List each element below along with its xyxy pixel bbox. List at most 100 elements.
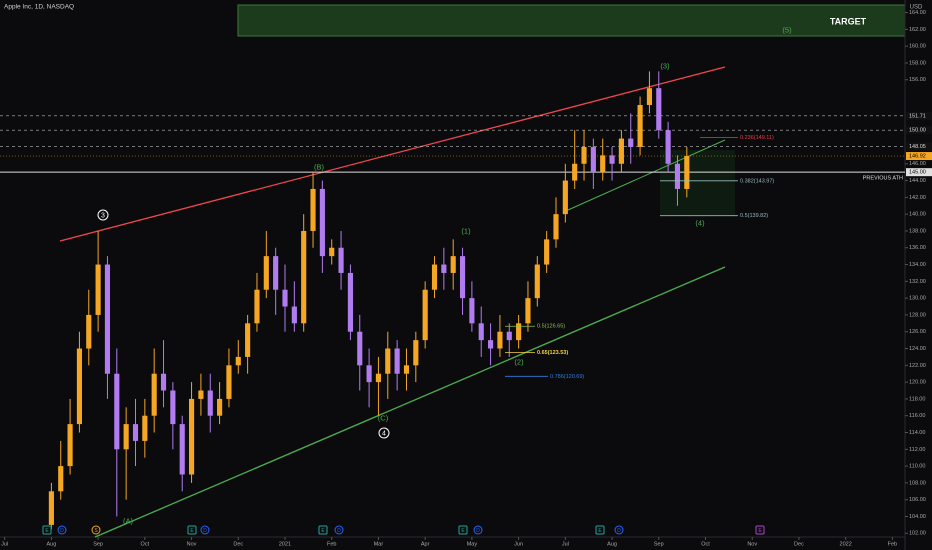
fib-label: 0.5(139.82): [740, 213, 768, 219]
x-tick-label: Sep: [93, 541, 103, 547]
y-tick-label: 134.00: [909, 262, 926, 268]
currency: USD: [910, 5, 923, 11]
candle-body: [684, 156, 690, 189]
y-tick-label: 164.00: [909, 10, 926, 16]
candle-body: [488, 340, 494, 349]
event-badge: [755, 525, 765, 535]
x-tick-label: 2021: [279, 541, 291, 547]
candle-body: [217, 398, 223, 416]
last-price-label: 146.92: [909, 153, 926, 159]
event-letter: E: [190, 528, 194, 534]
event-letter: D: [60, 528, 64, 534]
wave-label: (5): [782, 25, 792, 34]
price-tag-label: 151.71: [909, 113, 926, 119]
y-tick-label: 130.00: [909, 296, 926, 302]
support-line: [94, 266, 726, 538]
y-tick-label: 102.00: [909, 531, 926, 537]
event-badge: [318, 525, 328, 535]
event-badge: [473, 525, 483, 535]
wave-label: 4: [382, 430, 386, 437]
x-tick-label: Dec: [794, 541, 804, 547]
y-tick-label: 158.00: [909, 60, 926, 66]
y-tick-label: 142.00: [909, 195, 926, 201]
x-tick-label: Aug: [46, 541, 56, 547]
y-tick-label: 110.00: [909, 464, 925, 470]
candle-body: [544, 239, 550, 265]
y-tick-label: 146.00: [909, 161, 926, 167]
candle-body: [497, 331, 503, 349]
candle-body: [142, 415, 148, 441]
fib-label: 0.65(123.53): [537, 350, 568, 356]
x-tick-label: Oct: [701, 541, 710, 547]
event-letter: E: [461, 528, 465, 534]
price-tag: [906, 111, 932, 120]
price-tag: [906, 126, 932, 135]
candle-body: [123, 424, 129, 450]
y-tick-label: 116.00: [909, 413, 925, 419]
price-tag: [906, 168, 932, 177]
candle-body: [459, 256, 466, 299]
event-badge: [187, 525, 197, 535]
x-tick-label: Oct: [141, 541, 150, 547]
candle-body: [403, 365, 410, 374]
wave-label: (3): [660, 61, 670, 70]
y-tick-label: 124.00: [909, 346, 926, 352]
candle-body: [572, 163, 578, 181]
candle-body: [469, 298, 475, 324]
x-tick-label: 2022: [840, 541, 852, 547]
candle-body: [132, 424, 139, 441]
candle-body: [506, 331, 512, 341]
last-price-tag: [906, 152, 932, 161]
y-tick-label: 114.00: [909, 430, 925, 436]
fib-zone: [660, 150, 735, 216]
candle-body: [58, 466, 64, 492]
x-tick-label: Nov: [187, 541, 197, 547]
candle-body: [254, 289, 260, 324]
candle-body: [590, 146, 596, 173]
x-tick-label: Apr: [421, 541, 430, 547]
candle-body: [291, 306, 297, 324]
candle-body: [319, 188, 325, 257]
candle-body: [609, 155, 615, 164]
wave-label: (4): [695, 218, 705, 227]
candle-body: [67, 424, 73, 467]
event-badge: [595, 525, 605, 535]
candle-body: [394, 348, 400, 374]
event-letter: E: [598, 528, 602, 534]
y-tick-label: 128.00: [909, 312, 926, 318]
wave-label: (A): [123, 516, 134, 525]
candle-body: [478, 323, 484, 341]
x-tick-label: Jul: [562, 541, 569, 547]
candle-body: [235, 356, 241, 366]
candle-body: [179, 424, 185, 475]
candle-body: [104, 264, 111, 374]
event-badge: [334, 525, 344, 535]
event-letter: S: [94, 528, 98, 534]
y-tick-label: 118.00: [909, 396, 925, 402]
candle-body: [553, 214, 559, 240]
y-tick-label: 162.00: [909, 27, 926, 33]
candle-body: [665, 130, 671, 164]
event-badge: [614, 525, 624, 535]
wave-label: (B): [314, 162, 325, 171]
event-letter: D: [617, 528, 621, 534]
event-badge: [200, 525, 210, 535]
candle-body: [310, 188, 316, 231]
price-tag-label: 150.00: [909, 128, 926, 134]
candle-body: [375, 373, 382, 383]
candle-body: [422, 289, 428, 341]
candle-body: [581, 146, 587, 164]
target-zone: [237, 4, 906, 37]
candle-body: [600, 155, 606, 173]
candle-body: [516, 323, 522, 341]
candle-body: [76, 348, 82, 425]
candle-body: [151, 373, 157, 416]
candle-body: [198, 390, 204, 399]
x-tick-label: Aug: [607, 541, 617, 547]
ath-label: PREVIOUS ATH: [863, 176, 903, 182]
event-letter: D: [337, 528, 341, 534]
price-tag: [906, 142, 932, 151]
candle-body: [273, 256, 279, 290]
wave-label: 3: [101, 212, 105, 219]
candle-body: [95, 264, 101, 315]
